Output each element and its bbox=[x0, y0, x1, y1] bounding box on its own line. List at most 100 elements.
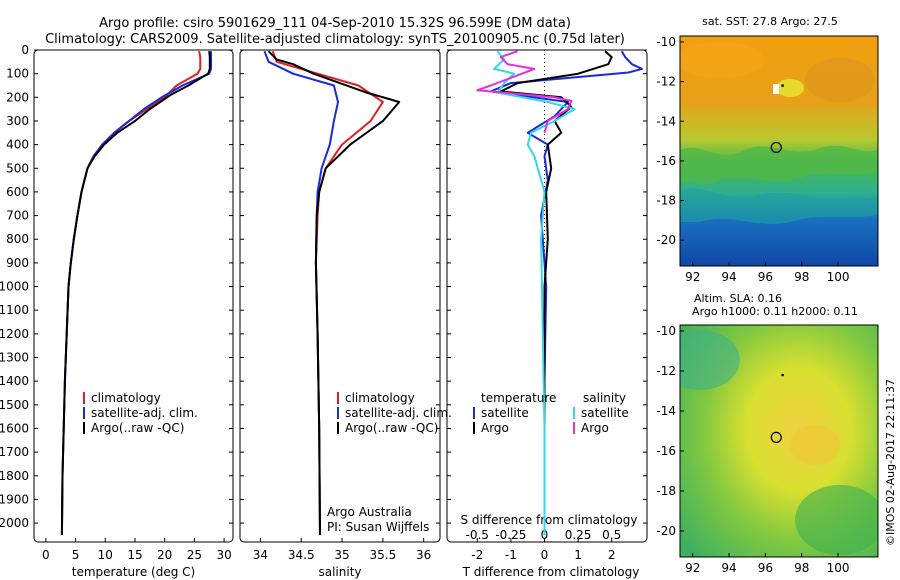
sst-warm-patch bbox=[680, 42, 765, 78]
map-y-tick-label: -18 bbox=[656, 484, 676, 498]
sst-local-patch bbox=[776, 79, 804, 97]
depth-tick-label: 400 bbox=[6, 138, 29, 152]
legend-label-sal-argo: Argo bbox=[581, 421, 609, 435]
x-tick-label: 35.5 bbox=[369, 548, 396, 562]
depth-tick-label: 1800 bbox=[0, 469, 29, 483]
map-y-tick-label: -16 bbox=[656, 154, 676, 168]
imos-timestamp: ©IMOS 02-Aug-2017 22:11:37 bbox=[884, 379, 897, 546]
sla-low-patch bbox=[680, 330, 740, 390]
series-line-argo-raw-qc- bbox=[267, 50, 401, 535]
series-line-temperature-satellite bbox=[489, 50, 643, 535]
plot-frame bbox=[446, 49, 648, 543]
legend-label-satellite: satellite-adj. clim. bbox=[91, 406, 198, 420]
map-x-tick-label: 96 bbox=[758, 561, 773, 575]
header-line-2: Climatology: CARS2009. Satellite-adjuste… bbox=[45, 32, 625, 47]
x-tick-label: 10 bbox=[98, 548, 113, 562]
depth-tick-label: 1600 bbox=[0, 421, 29, 435]
sla-map-title-1: Altim. SLA: 0.16 bbox=[694, 292, 782, 305]
legend-label-argo: Argo(..raw -QC) bbox=[91, 421, 184, 435]
map-x-tick-label: 100 bbox=[827, 561, 850, 575]
sla-map-title-2: Argo h1000: 0.11 h2000: 0.11 bbox=[692, 305, 858, 318]
x-tick-label: 34 bbox=[253, 548, 268, 562]
top-tick-label: 0.5 bbox=[602, 528, 621, 542]
temperature-legend: climatology satellite-adj. clim. Argo(..… bbox=[83, 391, 198, 435]
legend-title-salinity: salinity bbox=[583, 391, 626, 405]
depth-tick-label: 1500 bbox=[0, 398, 29, 412]
legend-label-satellite: satellite-adj. clim. bbox=[345, 406, 452, 420]
map-x-tick-label: 92 bbox=[685, 561, 700, 575]
map-y-tick-label: -10 bbox=[656, 324, 676, 338]
legend-label-argo: Argo(..raw -QC) bbox=[345, 421, 438, 435]
sla-map-frame bbox=[679, 324, 879, 558]
sla-map-axes: 92 94 96 98 100 -10 -12 -14 -16 -18 -20 bbox=[656, 324, 849, 575]
depth-tick-label: 1900 bbox=[0, 492, 29, 506]
x-tick-label: -2 bbox=[471, 548, 483, 562]
x-tick-label: 2 bbox=[608, 548, 616, 562]
depth-tick-label: 1100 bbox=[0, 303, 29, 317]
sst-front bbox=[680, 145, 878, 184]
profile-location-dot bbox=[781, 84, 784, 87]
sla-map: Altim. SLA: 0.16 Argo h1000: 0.11 h2000:… bbox=[656, 292, 879, 575]
depth-tick-label: 100 bbox=[6, 67, 29, 81]
x-tick-label: -1 bbox=[505, 548, 517, 562]
depth-tick-label: 200 bbox=[6, 90, 29, 104]
difference-profile-plot: -2 -1 0 1 2 T difference from climatology -0.5… bbox=[446, 49, 648, 579]
map-y-tick-label: -20 bbox=[656, 233, 676, 247]
x-axis-label: temperature (deg C) bbox=[72, 565, 195, 579]
x-tick-label: 1 bbox=[574, 548, 582, 562]
legend-title-temperature: temperature bbox=[481, 391, 556, 405]
depth-tick-label: 2000 bbox=[0, 516, 29, 530]
sla-high-patch bbox=[790, 425, 840, 465]
top-tick-label: 0.25 bbox=[565, 528, 592, 542]
x-axis-label: salinity bbox=[318, 565, 361, 579]
legend-label-sal-satellite: satellite bbox=[581, 406, 629, 420]
map-x-tick-label: 94 bbox=[721, 270, 736, 284]
depth-tick-label: 600 bbox=[6, 185, 29, 199]
sla-low-patch bbox=[795, 485, 878, 555]
map-y-tick-label: -16 bbox=[656, 444, 676, 458]
series-line-climatology bbox=[271, 50, 384, 535]
series-line-satellite-adj-clim- bbox=[60, 51, 212, 535]
x-tick-label: 5 bbox=[72, 548, 80, 562]
sst-map-axes: 92 94 96 98 100 -10 -12 -14 -16 -18 -20 bbox=[656, 35, 849, 284]
series-line-salinity-satellite bbox=[493, 50, 576, 535]
map-x-tick-label: 100 bbox=[827, 270, 850, 284]
sla-map-markers bbox=[770, 373, 784, 443]
map-x-tick-label: 98 bbox=[794, 270, 809, 284]
map-x-tick-label: 96 bbox=[758, 270, 773, 284]
header-line-1: Argo profile: csiro 5901629_111 04-Sep-2… bbox=[99, 16, 571, 31]
x-tick-label: 0 bbox=[42, 548, 50, 562]
depth-tick-label: 700 bbox=[6, 209, 29, 223]
profile-location-circle bbox=[770, 141, 782, 154]
top-tick-label: -0.5 bbox=[466, 528, 489, 542]
series-line-satellite-adj-clim- bbox=[263, 50, 339, 535]
depth-tick-label: 0 bbox=[21, 43, 29, 57]
depth-tick-label: 1200 bbox=[0, 327, 29, 341]
sst-map: sat. SST: 27.8 Argo: 27.5 92 94 96 98 100 -10… bbox=[656, 15, 879, 284]
map-x-tick-label: 94 bbox=[721, 561, 736, 575]
temperature-profile-plot: 0 5 10 15 20 25 30 temperature (deg C) bbox=[33, 49, 234, 579]
legend-label-temp-satellite: satellite bbox=[481, 406, 529, 420]
profile-location-circle bbox=[770, 431, 782, 443]
x-tick-label: 35 bbox=[334, 548, 349, 562]
series-line-temperature-argo bbox=[499, 50, 613, 535]
depth-tick-label: 1300 bbox=[0, 351, 29, 365]
depth-axis: 0 100 200 300 400 500 600 700 800 900 1000 1100 1200… bbox=[0, 43, 29, 530]
x-tick-label: 25 bbox=[187, 548, 202, 562]
x-tick-label: 0 bbox=[541, 548, 549, 562]
salinity-profile-plot: 34 34.5 35 35.5 36 salinity bbox=[239, 49, 441, 579]
sst-band bbox=[680, 188, 878, 225]
map-x-tick-label: 98 bbox=[794, 561, 809, 575]
depth-tick-label: 300 bbox=[6, 114, 29, 128]
x-axis-label: T difference from climatology bbox=[462, 565, 640, 579]
map-y-tick-label: -18 bbox=[656, 194, 676, 208]
x-tick-label: 15 bbox=[127, 548, 142, 562]
legend-label-climatology: climatology bbox=[91, 391, 161, 405]
x-tick-label: 30 bbox=[216, 548, 231, 562]
sst-cloud-mask bbox=[773, 84, 779, 94]
map-y-tick-label: -10 bbox=[656, 35, 676, 49]
difference-legend: temperature salinity satellite Argo sate… bbox=[473, 391, 629, 435]
legend-label-climatology: climatology bbox=[345, 391, 415, 405]
sst-warm-patch bbox=[805, 58, 875, 102]
